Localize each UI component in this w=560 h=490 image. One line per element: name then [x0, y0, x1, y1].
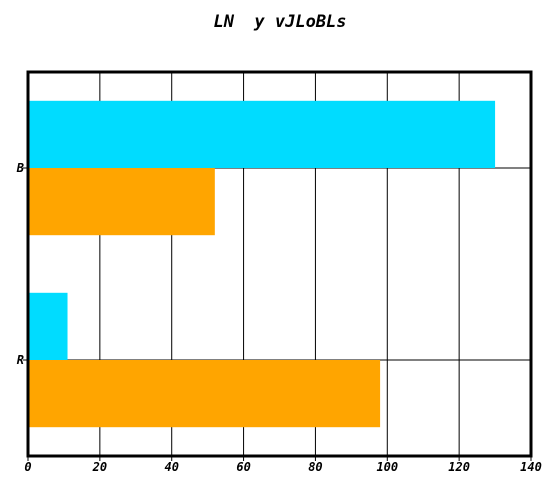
- chart-title: LN y vJLoBLs: [213, 12, 347, 32]
- x-axis-ticks: 0 20 40 60 80 100 120 140: [24, 456, 542, 474]
- y-tick-label: B: [16, 161, 24, 175]
- bar-B-series-1: [28, 100, 496, 168]
- x-tick-label: 40: [164, 460, 178, 474]
- bar-R-series-2: [28, 360, 381, 428]
- plot-frame: [26, 70, 533, 458]
- x-tick-label: 120: [448, 460, 470, 474]
- bar-R-series-1: [28, 292, 68, 360]
- x-tick-label: 140: [520, 460, 542, 474]
- y-tick-label: R: [17, 353, 24, 367]
- y-axis-ticks: BR: [16, 161, 28, 367]
- x-tick-label: 20: [92, 460, 107, 474]
- bars: [28, 100, 496, 428]
- x-tick-label: 0: [24, 460, 31, 474]
- x-tick-label: 60: [236, 460, 250, 474]
- x-tick-label: 80: [308, 460, 322, 474]
- x-tick-label: 100: [376, 460, 398, 474]
- bar-B-series-2: [28, 168, 215, 236]
